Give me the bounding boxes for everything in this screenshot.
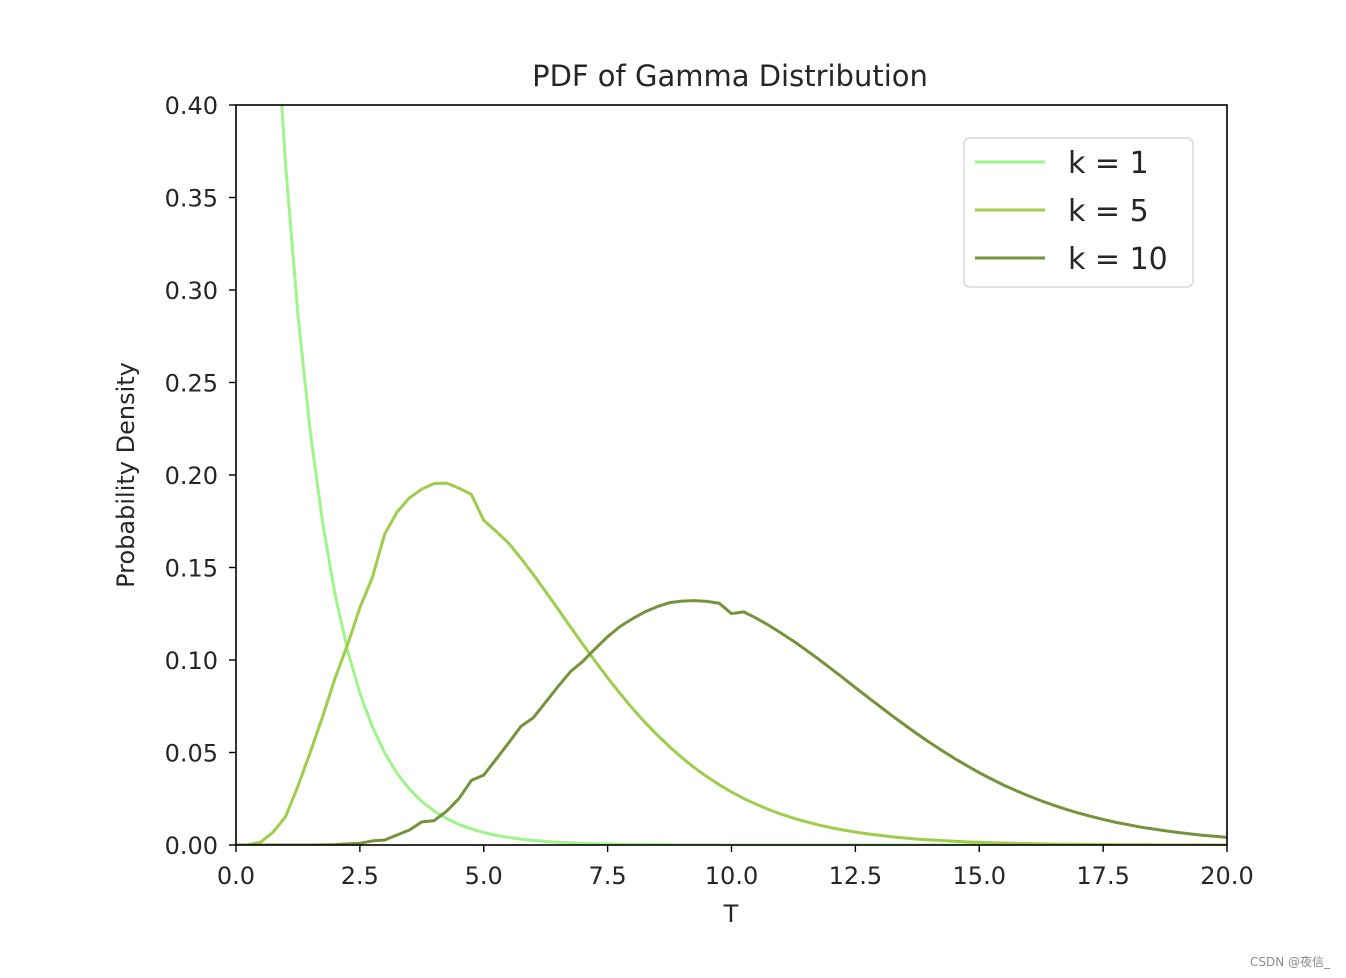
legend-box [963, 137, 1194, 288]
chart-title: PDF of Gamma Distribution [532, 59, 928, 93]
y-tick-label: 0.35 [165, 185, 218, 213]
y-tick-label: 0.15 [165, 555, 218, 583]
x-tick-label: 7.5 [589, 862, 627, 890]
y-tick-label: 0.10 [165, 647, 218, 675]
y-tick-label: 0.40 [165, 92, 218, 120]
series-line-3 [236, 599, 1227, 845]
x-tick-label: 17.5 [1076, 862, 1129, 890]
y-axis-label: Probability Density [112, 362, 140, 588]
x-tick-label: 0.0 [217, 862, 255, 890]
x-axis-label: T [723, 900, 739, 928]
x-tick-label: 5.0 [465, 862, 503, 890]
x-tick-label: 2.5 [341, 862, 379, 890]
y-tick-label: 0.00 [165, 832, 218, 860]
y-tick-label: 0.25 [165, 370, 218, 398]
y-tick-label: 0.05 [165, 740, 218, 768]
watermark: CSDN @夜信_ [1249, 955, 1330, 969]
y-tick-label: 0.20 [165, 462, 218, 490]
legend: k = 1 k = 5 k = 10 [963, 137, 1194, 288]
y-tick-label: 0.30 [165, 277, 218, 305]
x-tick-label: 15.0 [953, 862, 1006, 890]
series-line-2 [236, 481, 1227, 845]
legend-label-3: k = 10 [1068, 242, 1168, 277]
y-axis: 0.00 0.05 0.10 0.15 0.20 0.25 0.30 0.35 0.40 [165, 92, 236, 860]
legend-label-2: k = 5 [1068, 194, 1149, 229]
x-tick-label: 12.5 [829, 862, 882, 890]
x-axis: 0.0 2.5 5.0 7.5 10.0 12.5 15.0 17.5 20.0 [217, 845, 1254, 890]
series-line-1 [280, 105, 1227, 845]
x-tick-label: 10.0 [705, 862, 758, 890]
x-tick-label: 20.0 [1200, 862, 1253, 890]
legend-label-1: k = 1 [1068, 146, 1149, 181]
series-layer [236, 105, 1227, 845]
